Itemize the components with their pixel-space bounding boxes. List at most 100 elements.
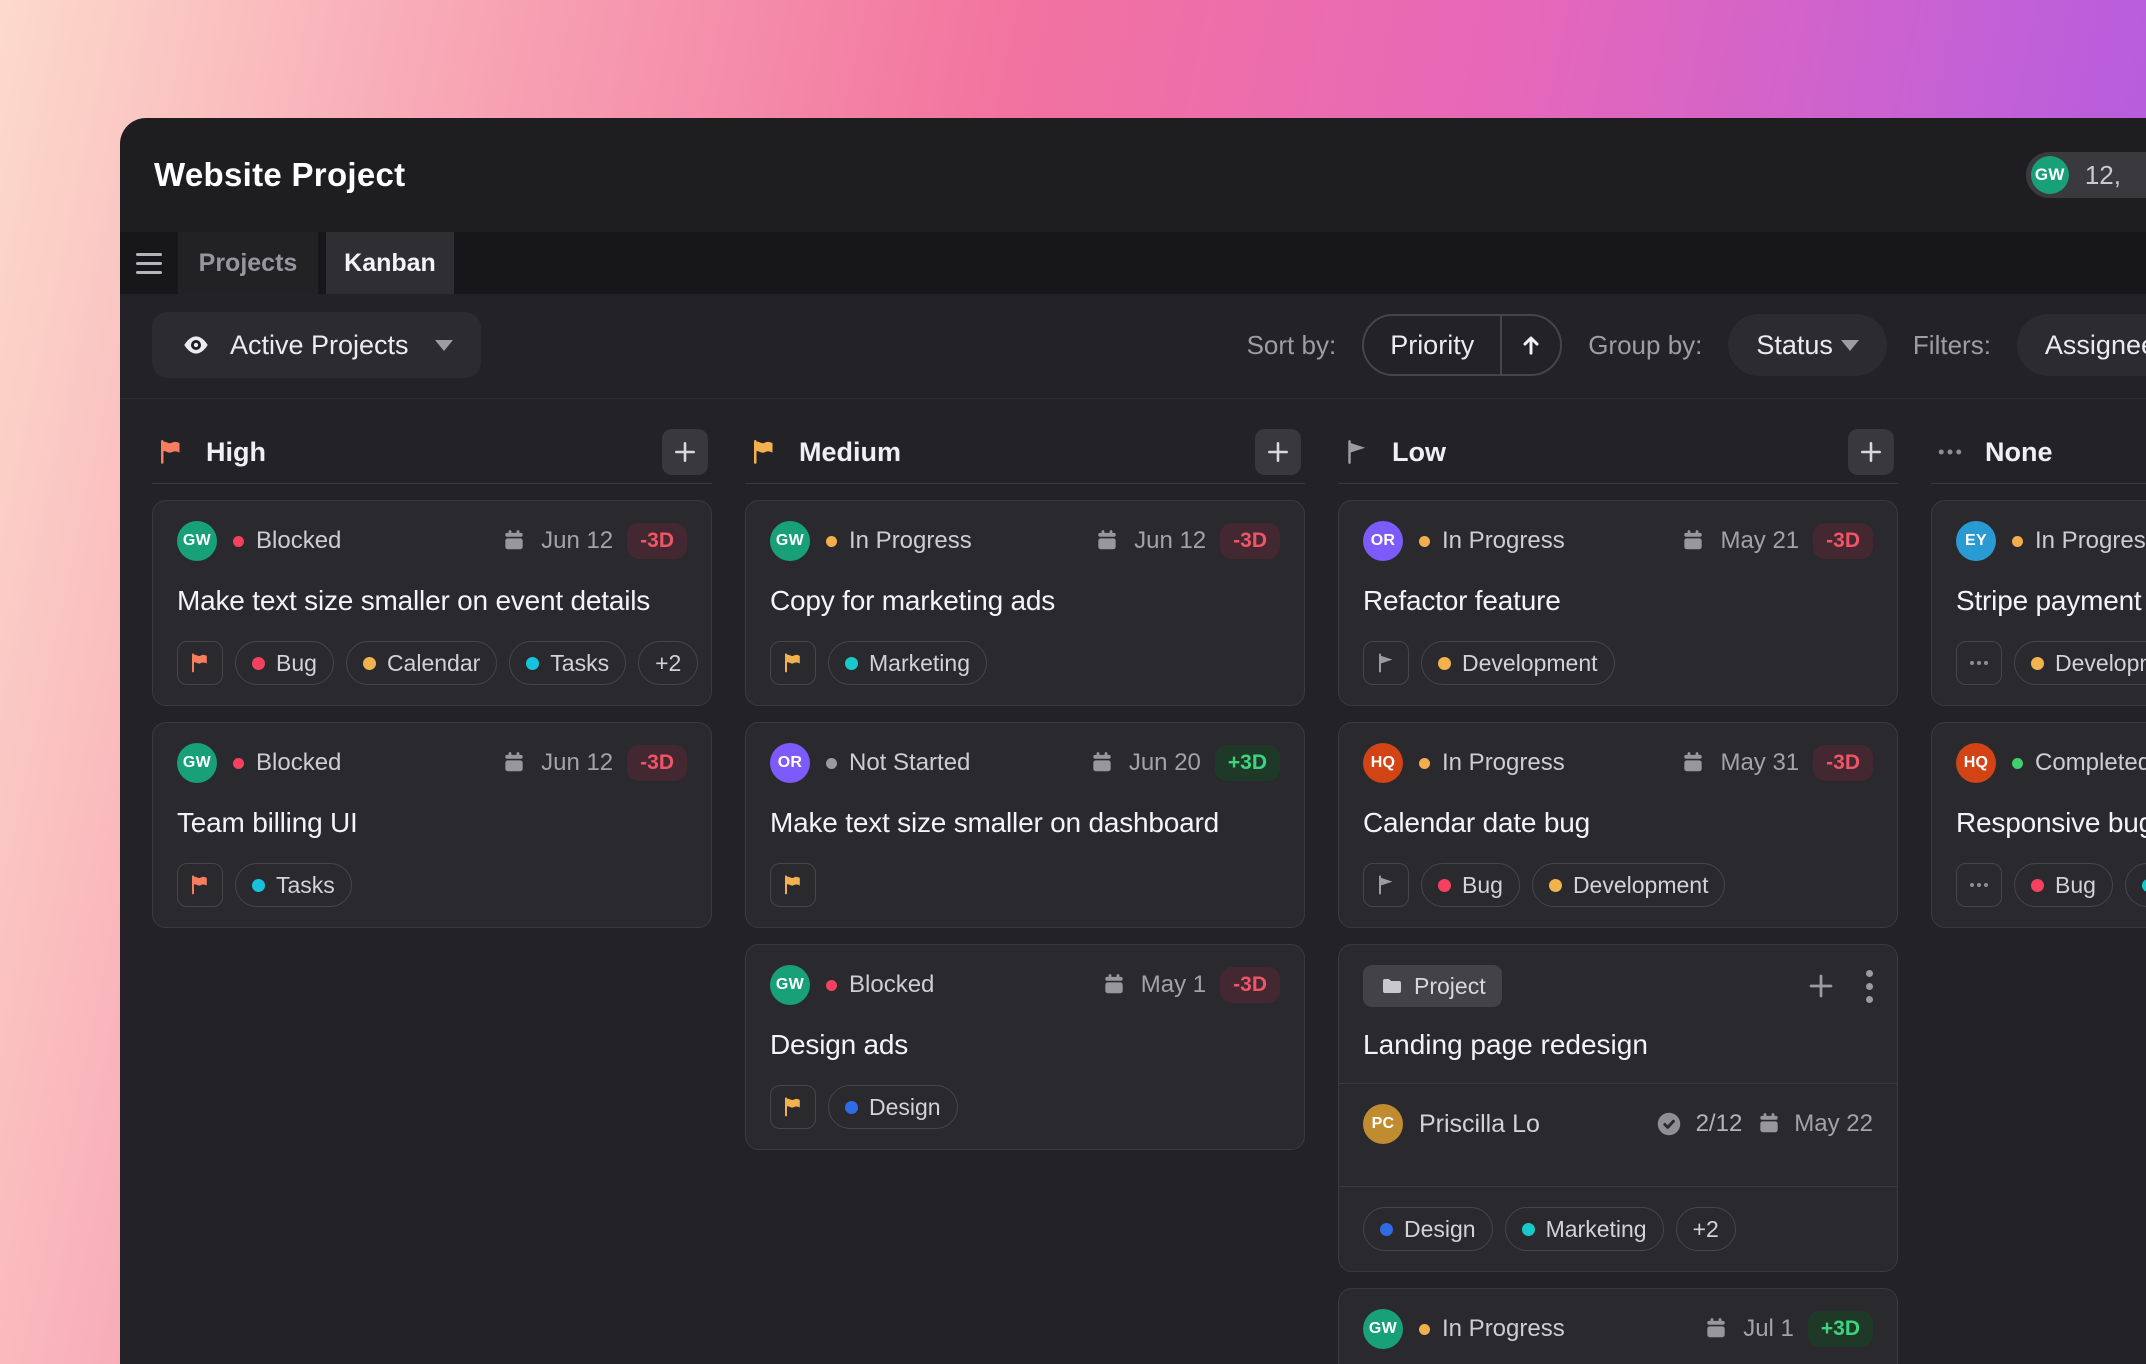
toolbar-right: Sort by: Priority Group by: Status Filte… — [1247, 314, 2146, 376]
view-selector-label: Active Projects — [230, 329, 409, 360]
tag-pill[interactable]: Development — [1421, 641, 1615, 685]
menu-button[interactable] — [120, 232, 178, 294]
assignee-name: Priscilla Lo — [1419, 1109, 1540, 1138]
card-title: Responsive bug — [1956, 807, 2146, 838]
flag-medium-icon — [785, 1097, 800, 1117]
task-card[interactable]: GW In Progress Jul 1 — [1338, 1288, 1898, 1364]
card-title: Team billing UI — [177, 807, 358, 838]
avatar: HQ — [1363, 743, 1403, 783]
sort-direction-button[interactable] — [1502, 316, 1560, 374]
priority-flag-box[interactable] — [770, 1085, 816, 1129]
eye-icon — [184, 336, 208, 354]
status-dot — [2012, 535, 2023, 547]
card-list: GW In Progress Jun 12 — [745, 484, 1305, 1150]
card-list: OR In Progress May 21 — [1338, 484, 1898, 1364]
due-delta-badge: -3D — [1813, 745, 1873, 781]
tag-label: Calendar — [386, 649, 481, 676]
flag-high-icon — [161, 440, 180, 464]
tag-pill[interactable]: Bug — [235, 641, 334, 685]
tag-label: Bug — [2055, 871, 2096, 898]
card-header: EY In Progress — [1956, 521, 2146, 561]
task-card[interactable]: EY In Progress Stripe payment — [1931, 500, 2146, 706]
more-tags-pill[interactable]: +2 — [638, 641, 699, 685]
tag-dot — [1438, 878, 1451, 892]
tag-pill[interactable]: Design — [1363, 1207, 1493, 1251]
add-card-button[interactable] — [1255, 429, 1301, 475]
more-tags-pill[interactable]: +2 — [1675, 1207, 1736, 1251]
toolbar: Active Projects Sort by: Priority Group … — [120, 294, 2146, 399]
task-card[interactable]: GW Blocked May 1 - — [745, 944, 1305, 1150]
kanban-board: High GW Blocked — [120, 399, 2146, 1364]
tag-label: Bug — [1462, 871, 1503, 898]
kebab-menu-icon[interactable] — [1866, 969, 1873, 1003]
plus-icon[interactable] — [1806, 971, 1836, 1001]
task-card[interactable]: GW In Progress Jun 12 — [745, 500, 1305, 706]
add-card-button[interactable] — [1848, 429, 1894, 475]
priority-flag-box[interactable] — [177, 863, 223, 907]
tag-pill[interactable]: Development — [1531, 863, 1726, 907]
plus-icon — [1861, 442, 1881, 462]
status-badge: Completed — [2012, 749, 2146, 777]
tag-dot — [1380, 1222, 1393, 1236]
card-header: OR In Progress May 21 — [1363, 521, 1873, 561]
due-delta-badge: +3D — [1807, 1311, 1873, 1347]
project-card[interactable]: Project Landing page redesign — [1338, 944, 1898, 1272]
priority-none-box[interactable] — [1956, 863, 2002, 907]
filters-control[interactable]: Assignee — [2016, 314, 2146, 376]
priority-flag-box[interactable] — [177, 641, 223, 685]
tab-projects[interactable]: Projects — [178, 232, 318, 294]
task-card[interactable]: GW Blocked Jun 12 — [152, 500, 712, 706]
tag-dot — [252, 656, 265, 670]
status-badge: Not Started — [826, 749, 970, 777]
due-date: May 22 — [1794, 1110, 1873, 1137]
tag-pill[interactable]: Tasks — [235, 863, 352, 907]
avatar: OR — [770, 743, 810, 783]
task-card[interactable]: HQ Completed Responsive bug — [1931, 722, 2146, 928]
sort-control[interactable]: Priority — [1362, 314, 1563, 376]
progress-indicator: 2/12 — [1654, 1109, 1743, 1139]
divider — [1339, 1083, 1897, 1084]
priority-flag-box[interactable] — [770, 641, 816, 685]
card-header: GW In Progress Jul 1 — [1363, 1309, 1873, 1349]
due-delta-badge: -3D — [1220, 523, 1280, 559]
card-title: Make text size smaller on dashboard — [770, 807, 1219, 838]
task-card[interactable]: OR Not Started Jun 20 — [745, 722, 1305, 928]
status-badge: In Progress — [2012, 527, 2146, 555]
progress-count: 2/12 — [1695, 1110, 1743, 1137]
tag-pill[interactable]: Development — [2014, 641, 2146, 685]
card-tags: Development — [1363, 641, 1873, 685]
calendar-icon — [1684, 530, 1703, 550]
priority-flag-box[interactable] — [1363, 641, 1409, 685]
card-header: GW Blocked May 1 - — [770, 965, 1280, 1005]
card-header-right: May 31 -3D — [1680, 745, 1873, 781]
tag-pill[interactable]: Marketing — [828, 641, 987, 685]
tag-label: Development — [2055, 649, 2146, 676]
priority-none-box[interactable] — [1956, 641, 2002, 685]
priority-flag-box[interactable] — [1363, 863, 1409, 907]
tag-pill[interactable]: Marketing — [2124, 863, 2146, 907]
tab-kanban[interactable]: Kanban — [326, 232, 454, 294]
tag-dot — [526, 656, 540, 670]
user-badge[interactable]: GW 12, — [2025, 152, 2146, 198]
task-card[interactable]: HQ In Progress May 31 — [1338, 722, 1898, 928]
add-card-button[interactable] — [662, 429, 708, 475]
avatar: GW — [177, 743, 217, 783]
task-card[interactable]: GW Blocked Jun 12 — [152, 722, 712, 928]
tag-pill[interactable]: Bug — [2014, 863, 2113, 907]
sort-value[interactable]: Priority — [1390, 329, 1475, 360]
tag-pill[interactable]: Tasks — [509, 641, 627, 685]
plus-icon — [1268, 442, 1288, 462]
tag-dot — [845, 656, 858, 670]
priority-flag-box[interactable] — [770, 863, 816, 907]
tag-pill[interactable]: Marketing — [1504, 1207, 1664, 1251]
group-by-control[interactable]: Status — [1728, 314, 1887, 376]
tag-pill[interactable]: Bug — [1421, 863, 1520, 907]
tag-pill[interactable]: Design — [828, 1085, 958, 1129]
due-date: Jun 12 — [541, 749, 614, 776]
task-card[interactable]: OR In Progress May 21 — [1338, 500, 1898, 706]
tag-pill[interactable]: Calendar — [345, 641, 498, 685]
filters-label: Filters: — [1912, 329, 1991, 360]
view-selector[interactable]: Active Projects — [152, 312, 481, 378]
card-header-right: Jun 12 -3D — [501, 523, 687, 559]
card-header-right: Jun 20 +3D — [1089, 745, 1280, 781]
